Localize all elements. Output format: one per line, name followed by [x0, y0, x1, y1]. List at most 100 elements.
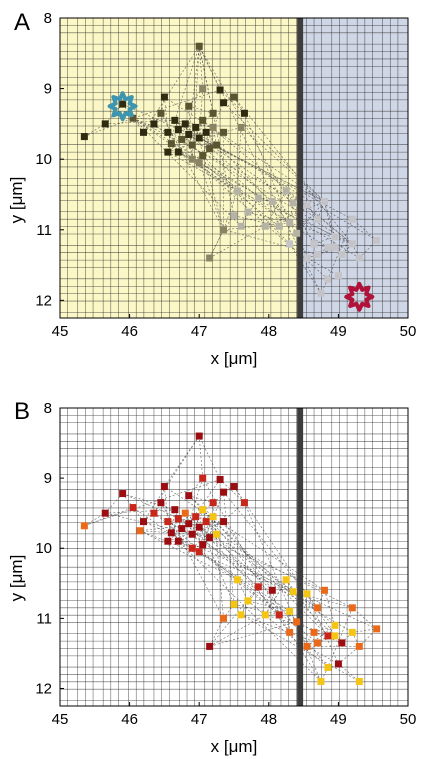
panel-b-label: B	[14, 398, 30, 425]
data-point	[174, 515, 182, 523]
trajectory-segment	[237, 190, 329, 248]
data-point	[314, 215, 322, 223]
data-point	[157, 109, 165, 117]
trajectory-segment	[132, 117, 308, 206]
data-point	[355, 642, 363, 650]
x-tick-label: 46	[121, 711, 138, 728]
panel-a-x-axis-label: x [μm]	[211, 349, 258, 368]
data-point	[289, 199, 297, 207]
trajectory-segment	[139, 530, 294, 592]
y-tick-label: 11	[36, 222, 52, 239]
data-point	[80, 133, 88, 141]
trajectory-segment	[198, 88, 203, 139]
data-point	[195, 42, 203, 50]
data-point	[348, 215, 356, 223]
trajectory-segment	[164, 97, 169, 133]
panel-b-background	[60, 408, 408, 706]
data-point	[164, 128, 172, 136]
x-tick-label: 46	[121, 323, 138, 340]
trajectory-segment	[247, 211, 290, 223]
trajectory-segment	[306, 593, 339, 665]
data-point	[119, 100, 127, 108]
trajectory-segment	[132, 118, 144, 133]
data-point	[174, 537, 182, 545]
trajectory-segment	[209, 516, 214, 538]
data-point	[181, 509, 189, 517]
data-point	[101, 120, 109, 128]
data-point	[230, 600, 238, 608]
trajectory-segment	[198, 436, 203, 479]
data-point	[220, 518, 228, 526]
trajectory-segment	[198, 492, 224, 552]
data-point	[314, 639, 322, 647]
trajectory-segment	[84, 117, 134, 137]
trajectory-segment	[296, 233, 308, 259]
data-point	[216, 86, 224, 94]
panel-a-markers	[107, 91, 375, 312]
data-point	[355, 254, 363, 262]
trajectory-segment	[327, 607, 353, 668]
data-point	[206, 254, 214, 262]
data-point	[220, 488, 228, 496]
trajectory-segment	[181, 137, 200, 140]
trajectory-segment	[209, 229, 224, 259]
panel-a-label: A	[14, 9, 30, 36]
trajectory-segment	[199, 551, 280, 616]
trajectory-segment	[188, 105, 214, 114]
trajectory-segment	[192, 502, 245, 549]
trajectory-segment	[202, 509, 343, 644]
trajectory-segment	[296, 201, 325, 234]
trajectory-segment	[191, 46, 200, 160]
panel-a-y-axis-label: y [μm]	[7, 177, 26, 224]
data-point	[171, 506, 179, 514]
y-tick-label: 11	[36, 610, 52, 627]
trajectory-segment	[306, 646, 339, 665]
data-point	[164, 518, 172, 526]
data-point	[160, 93, 168, 101]
data-point	[192, 513, 200, 521]
trajectory-segment	[132, 89, 221, 119]
panel-a: A 45 46 47 48 49 50 8 9 10 11 12 x [μm] y [μm]	[7, 9, 416, 368]
trajectory-segment	[199, 137, 325, 202]
trajectory-segment	[167, 151, 238, 192]
trajectory-segment	[188, 495, 214, 517]
trajectory-segment	[306, 204, 318, 220]
trajectory-segment	[205, 521, 290, 633]
trajectory-segment	[178, 521, 224, 542]
data-point	[230, 212, 238, 220]
trajectory-segment	[271, 590, 280, 615]
trajectory-segment	[143, 435, 200, 522]
trajectory-segment	[199, 137, 325, 202]
trajectory-segment	[140, 530, 193, 535]
trajectory-segment	[205, 521, 336, 626]
data-point	[314, 250, 322, 258]
trajectory-segment	[202, 477, 290, 633]
trajectory-segment	[133, 117, 175, 121]
data-point	[199, 85, 207, 93]
data-point	[314, 604, 322, 612]
data-point	[216, 476, 224, 484]
data-point	[220, 99, 228, 107]
data-point	[293, 229, 301, 237]
trajectory-segment	[352, 628, 377, 633]
data-point	[167, 140, 175, 148]
data-point	[244, 208, 252, 216]
data-point	[293, 618, 301, 626]
x-tick-label: 47	[191, 711, 208, 728]
x-tick-label: 48	[260, 711, 277, 728]
trajectory-segment	[223, 215, 235, 230]
data-point	[261, 611, 269, 619]
data-point	[317, 677, 325, 685]
data-point	[202, 128, 210, 136]
data-point	[324, 275, 332, 283]
panel-a-ticks: 45 46 47 48 49 50 8 9 10 11 12	[35, 10, 416, 340]
data-point	[230, 93, 238, 101]
trajectory-segment	[198, 120, 203, 139]
trajectory-segment	[132, 507, 144, 522]
data-point	[331, 621, 339, 629]
y-tick-label: 9	[44, 470, 52, 487]
data-point	[230, 483, 238, 491]
data-point	[275, 222, 283, 230]
trajectory-segment	[306, 625, 336, 647]
